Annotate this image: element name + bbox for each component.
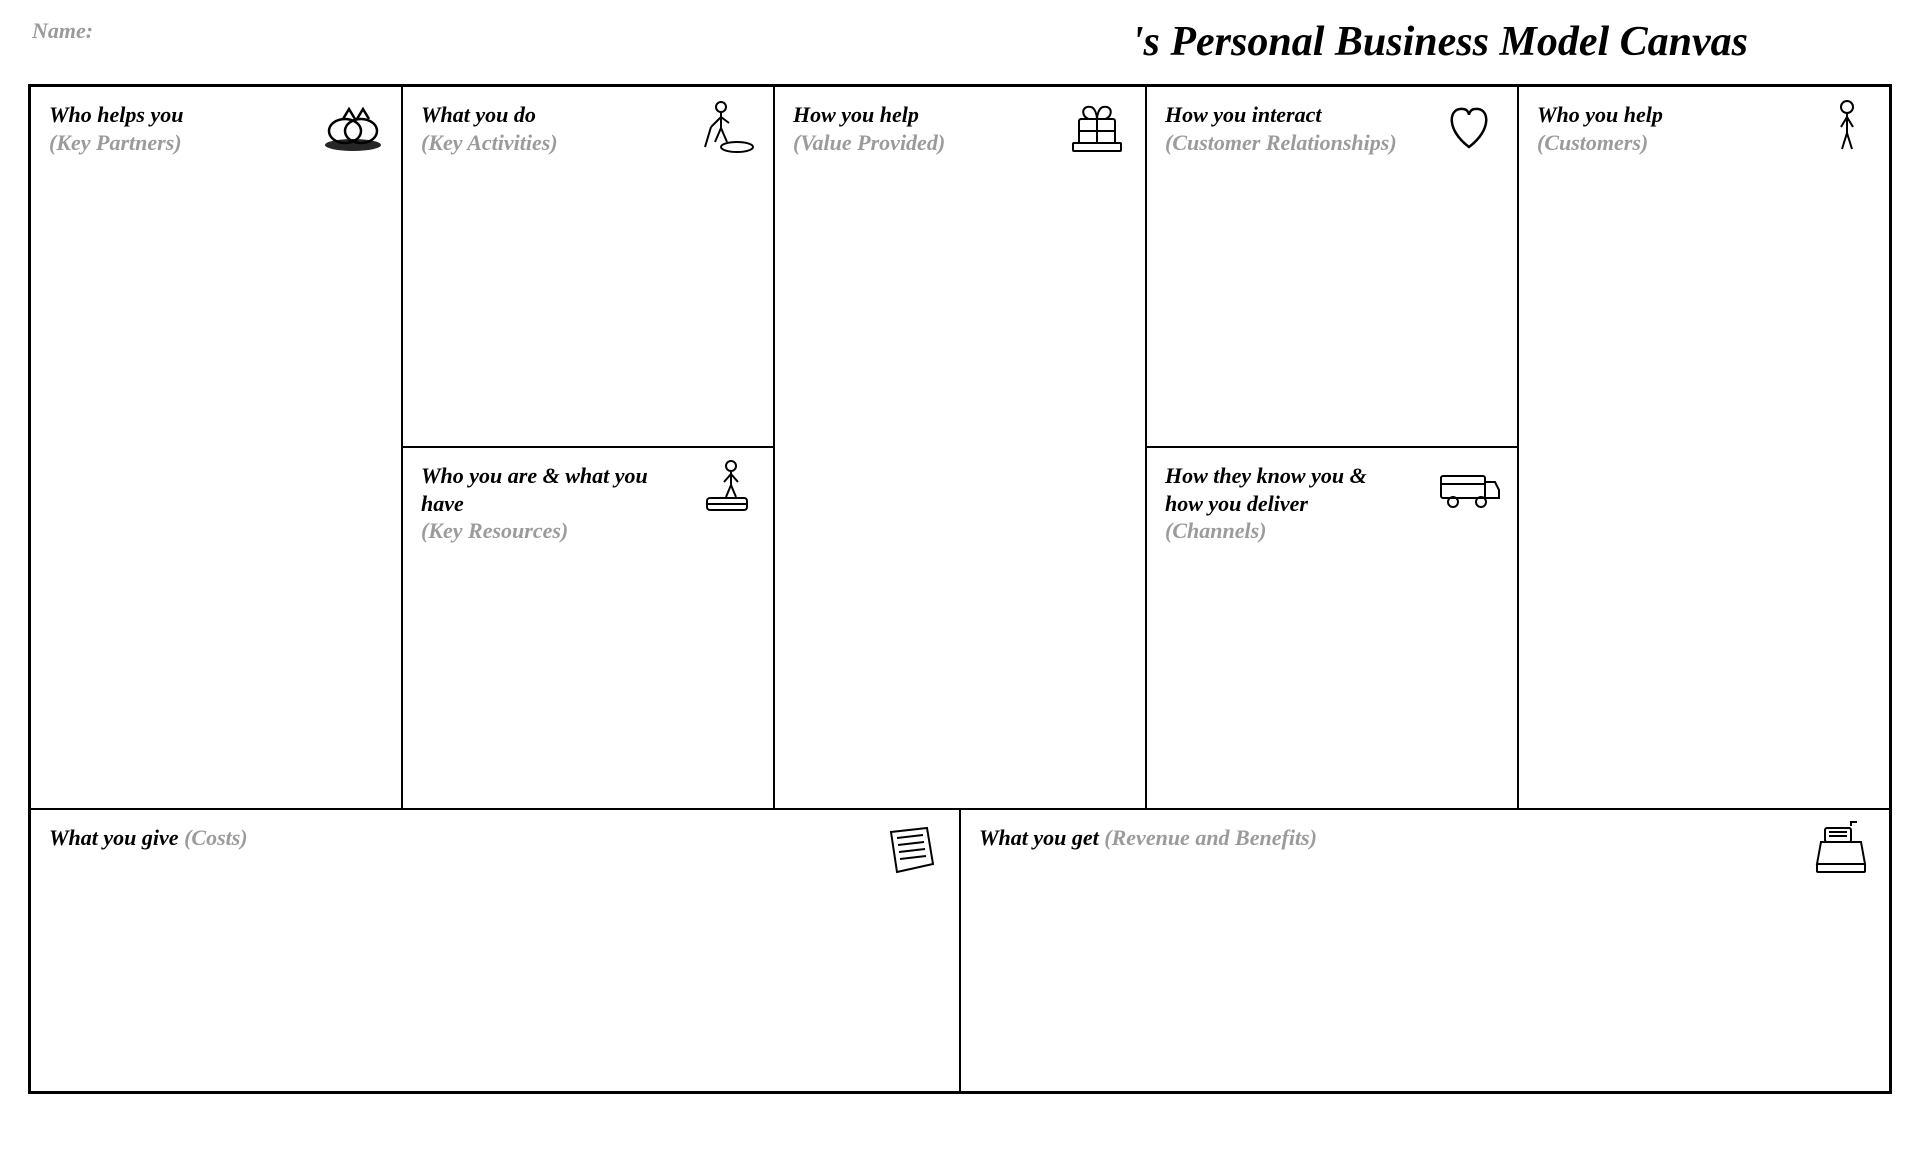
main-title: 's Personal Business Model Canvas — [1132, 18, 1888, 66]
cell-title-main: What you do — [421, 102, 536, 127]
cash-register-icon — [1807, 820, 1875, 878]
cell-title-sub: (Key Activities) — [421, 130, 558, 155]
paper-icon — [877, 820, 945, 878]
cell-title: How you help (Value Provided) — [793, 101, 1033, 156]
cell-title-main: Who you help — [1537, 102, 1663, 127]
cell-title-main: How you interact — [1165, 102, 1321, 127]
cell-customers: Who you help (Customers) — [1519, 87, 1889, 808]
cell-title-main: Who helps you — [49, 102, 183, 127]
cell-title-main: How they know you & how you deliver — [1165, 463, 1367, 516]
cell-title: How you interact (Customer Relationships… — [1165, 101, 1405, 156]
canvas-bottom-row: What you give (Costs) What you get (Reve… — [31, 810, 1889, 1091]
rings-icon — [319, 97, 387, 155]
business-model-canvas: Who helps you (Key Partners) What you do… — [28, 84, 1892, 1094]
cell-title-sub: (Channels) — [1165, 518, 1266, 543]
cell-title: Who you help (Customers) — [1537, 101, 1777, 156]
cell-title-sub: (Costs) — [184, 825, 248, 850]
canvas-header: Name: 's Personal Business Model Canvas — [28, 18, 1892, 66]
cell-channels: How they know you & how you deliver (Cha… — [1147, 446, 1517, 807]
cell-customer-relationships: How you interact (Customer Relationships… — [1147, 87, 1517, 446]
cell-title: What you do (Key Activities) — [421, 101, 661, 156]
cell-title-sub: (Key Partners) — [49, 130, 182, 155]
col-activities-resources: What you do (Key Activities) Who you are… — [401, 87, 773, 808]
person-resources-icon — [691, 458, 759, 516]
cell-title-sub: (Key Resources) — [421, 518, 568, 543]
cell-key-partners: Who helps you (Key Partners) — [31, 87, 401, 808]
cell-title-sub: (Customer Relationships) — [1165, 130, 1397, 155]
cell-title: How they know you & how you deliver (Cha… — [1165, 462, 1405, 545]
cell-title-main: What you give — [49, 825, 179, 850]
cell-key-resources: Who you are & what you have (Key Resourc… — [403, 446, 773, 807]
cell-title-sub: (Revenue and Benefits) — [1104, 825, 1317, 850]
cell-key-activities: What you do (Key Activities) — [403, 87, 773, 446]
person-icon — [1807, 97, 1875, 155]
cell-title-sub: (Value Provided) — [793, 130, 945, 155]
cell-title-sub: (Customers) — [1537, 130, 1648, 155]
truck-icon — [1435, 458, 1503, 516]
cell-title: Who you are & what you have (Key Resourc… — [421, 462, 661, 545]
cell-title: What you give (Costs) — [49, 824, 691, 852]
cell-revenue: What you get (Revenue and Benefits) — [959, 810, 1889, 1091]
col-key-partners: Who helps you (Key Partners) — [31, 87, 401, 808]
worker-icon — [691, 97, 759, 155]
cell-title-main: How you help — [793, 102, 919, 127]
col-value-provided: How you help (Value Provided) — [773, 87, 1145, 808]
canvas-top-row: Who helps you (Key Partners) What you do… — [31, 87, 1889, 810]
cell-value-provided: How you help (Value Provided) — [775, 87, 1145, 808]
heart-icon — [1435, 97, 1503, 155]
col-relationships-channels: How you interact (Customer Relationships… — [1145, 87, 1517, 808]
cell-title-main: Who you are & what you have — [421, 463, 648, 516]
cell-title: What you get (Revenue and Benefits) — [979, 824, 1621, 852]
name-label: Name: — [32, 18, 93, 44]
cell-title-main: What you get — [979, 825, 1099, 850]
gift-icon — [1063, 97, 1131, 155]
cell-title: Who helps you (Key Partners) — [49, 101, 289, 156]
col-customers: Who you help (Customers) — [1517, 87, 1889, 808]
cell-costs: What you give (Costs) — [31, 810, 959, 1091]
